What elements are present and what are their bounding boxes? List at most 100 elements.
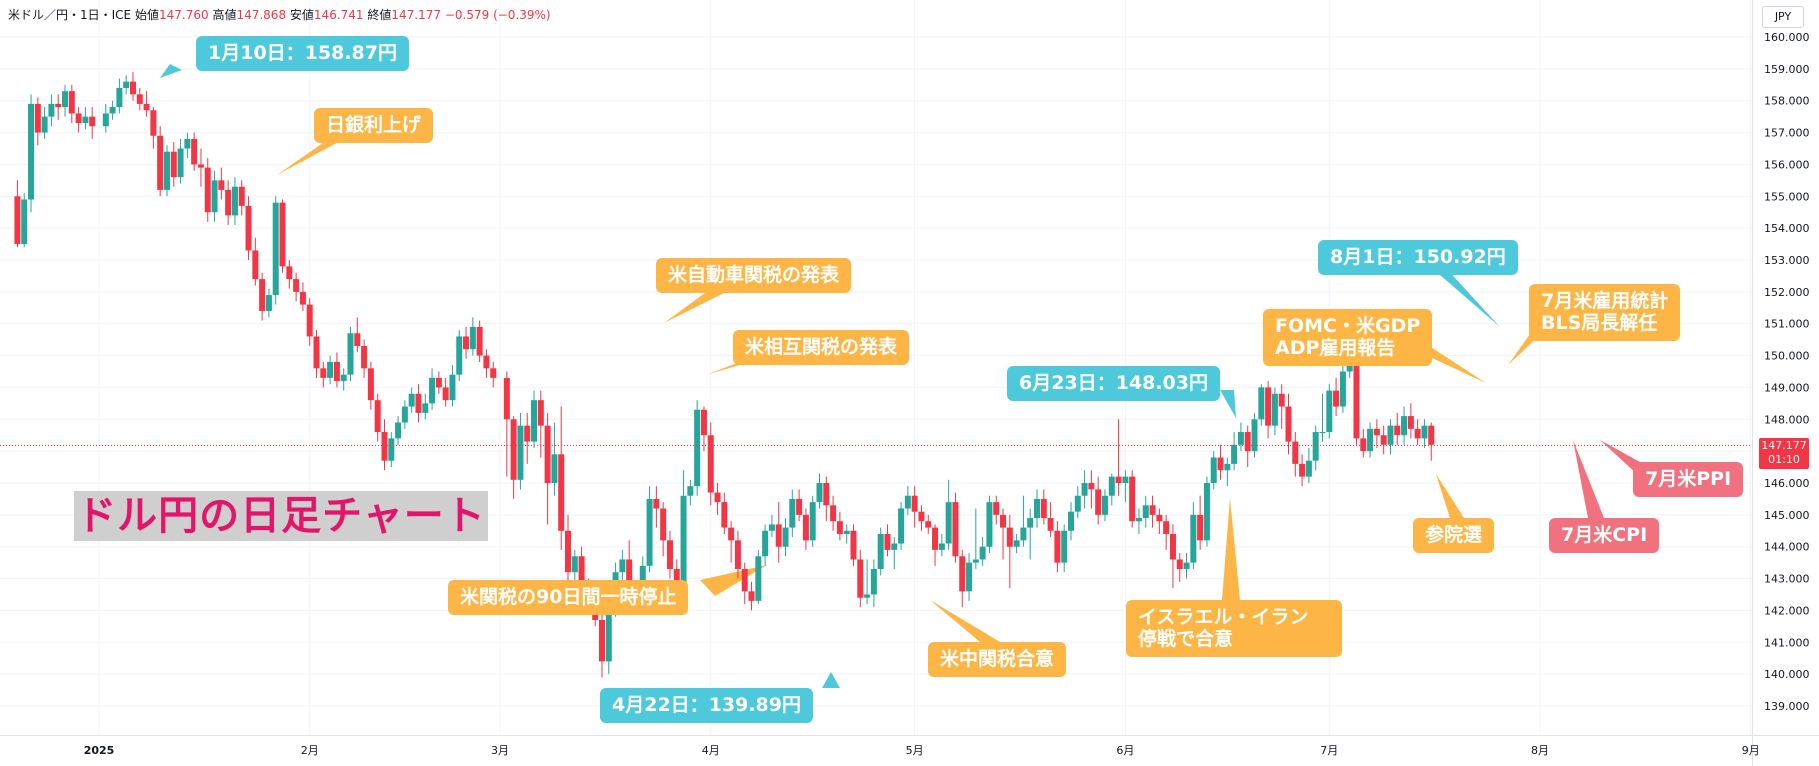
- price-tick-label: 142.000: [1764, 604, 1810, 617]
- candle-body: [714, 492, 721, 503]
- candle: [1210, 451, 1217, 490]
- candle-body: [1034, 498, 1041, 519]
- candle-body: [327, 361, 334, 378]
- price-tick-label: 150.000: [1764, 350, 1810, 363]
- candle: [1244, 425, 1251, 468]
- candle-body: [700, 409, 707, 436]
- candle: [870, 559, 877, 608]
- candle: [551, 422, 558, 496]
- chart-title-overlay: ドル円の日足チャート: [74, 491, 488, 541]
- candle: [1380, 425, 1387, 455]
- candle-body: [1414, 428, 1421, 439]
- candle: [857, 549, 864, 608]
- candle-body: [401, 406, 408, 423]
- candle: [1115, 419, 1122, 496]
- candle-body: [1027, 518, 1034, 528]
- candle-body: [918, 511, 925, 522]
- candle-body: [925, 521, 932, 528]
- candle: [340, 368, 347, 391]
- candle-body: [578, 556, 585, 585]
- callout-jul-cpi: 7月米CPI: [1549, 518, 1660, 553]
- candle: [306, 298, 313, 347]
- candle-body: [1251, 419, 1258, 452]
- candle-body: [972, 559, 979, 563]
- callout-jan10-high: 1月10日：158.87円: [196, 36, 409, 71]
- price-axis[interactable]: 160.000 159.000 158.000 157.000 156.000 155.0…: [1764, 31, 1810, 713]
- candle-body: [510, 419, 517, 480]
- candle-body: [163, 151, 170, 190]
- candle: [537, 390, 544, 458]
- candle: [1367, 422, 1374, 458]
- candle: [401, 400, 408, 429]
- candle: [238, 180, 245, 216]
- candle: [741, 562, 748, 605]
- current-price-tag: 147.177 01:10: [1759, 438, 1809, 469]
- candle-body: [41, 116, 48, 133]
- candle-body: [1197, 514, 1204, 541]
- callout-jul-ppi: 7月米PPI: [1633, 462, 1744, 497]
- callout-pointer: [1220, 390, 1236, 418]
- candle-body: [211, 180, 218, 213]
- candle-body: [177, 148, 184, 178]
- candle-body: [1339, 371, 1346, 407]
- candle: [415, 384, 422, 423]
- candle: [700, 406, 707, 452]
- candle: [598, 610, 605, 678]
- candle-body: [184, 138, 191, 149]
- candle-body: [435, 377, 442, 388]
- symbol-name[interactable]: 米ドル／円・1日・ICE: [8, 8, 132, 22]
- price-tick-label: 160.000: [1764, 31, 1810, 44]
- time-tick-label: 4月: [702, 744, 720, 757]
- candle-body: [870, 569, 877, 595]
- callout-pointer: [930, 600, 1000, 642]
- candle: [721, 492, 728, 534]
- candle: [41, 107, 48, 139]
- candle-body: [1326, 390, 1333, 433]
- candle-body: [381, 432, 388, 461]
- candle: [993, 495, 1000, 525]
- candle-body: [537, 400, 544, 426]
- candle: [877, 527, 884, 576]
- candle-body: [265, 295, 272, 311]
- candle-body: [1224, 463, 1231, 471]
- candle-body: [1278, 393, 1285, 407]
- candle-body: [850, 530, 857, 560]
- candle-body: [1129, 476, 1136, 522]
- callout-pointer: [1432, 268, 1500, 327]
- candle-body: [197, 164, 204, 168]
- candle-body: [857, 559, 864, 598]
- candle-body: [299, 291, 306, 305]
- candle-body: [1122, 476, 1129, 483]
- candle: [442, 377, 449, 407]
- price-tick-label: 157.000: [1764, 127, 1810, 140]
- callout-pointer: [700, 565, 767, 596]
- candle-body: [150, 110, 157, 136]
- candle: [184, 132, 191, 159]
- candle: [1278, 384, 1285, 429]
- candle-body: [762, 530, 769, 557]
- candle: [911, 486, 918, 528]
- currency-button[interactable]: JPY: [1762, 6, 1804, 28]
- candle-body: [306, 304, 313, 337]
- candle: [687, 479, 694, 506]
- candle: [796, 489, 803, 522]
- candle: [1373, 419, 1380, 448]
- callout-pointer: [277, 138, 346, 175]
- symbol-info-bar: 米ドル／円・1日・ICE 始値147.760 高値147.868 安値146.7…: [8, 6, 551, 23]
- candle: [1027, 508, 1034, 560]
- candle-body: [1074, 495, 1081, 512]
- candle: [904, 486, 911, 515]
- callout-apr22-low: 4月22日：139.89円: [600, 688, 813, 723]
- candle: [347, 326, 354, 382]
- candle: [28, 94, 35, 213]
- candle: [734, 530, 741, 579]
- time-axis[interactable]: 2025 2月 3月 4月 5月 6月 7月 8月 9月: [84, 744, 1760, 757]
- candle: [544, 412, 551, 525]
- callout-jun23-high: 6月23日：148.03円: [1007, 366, 1220, 401]
- candle: [272, 196, 279, 305]
- candle-body: [252, 250, 259, 280]
- close-value: 147.177: [391, 8, 442, 22]
- time-tick-label: 2025: [84, 744, 115, 757]
